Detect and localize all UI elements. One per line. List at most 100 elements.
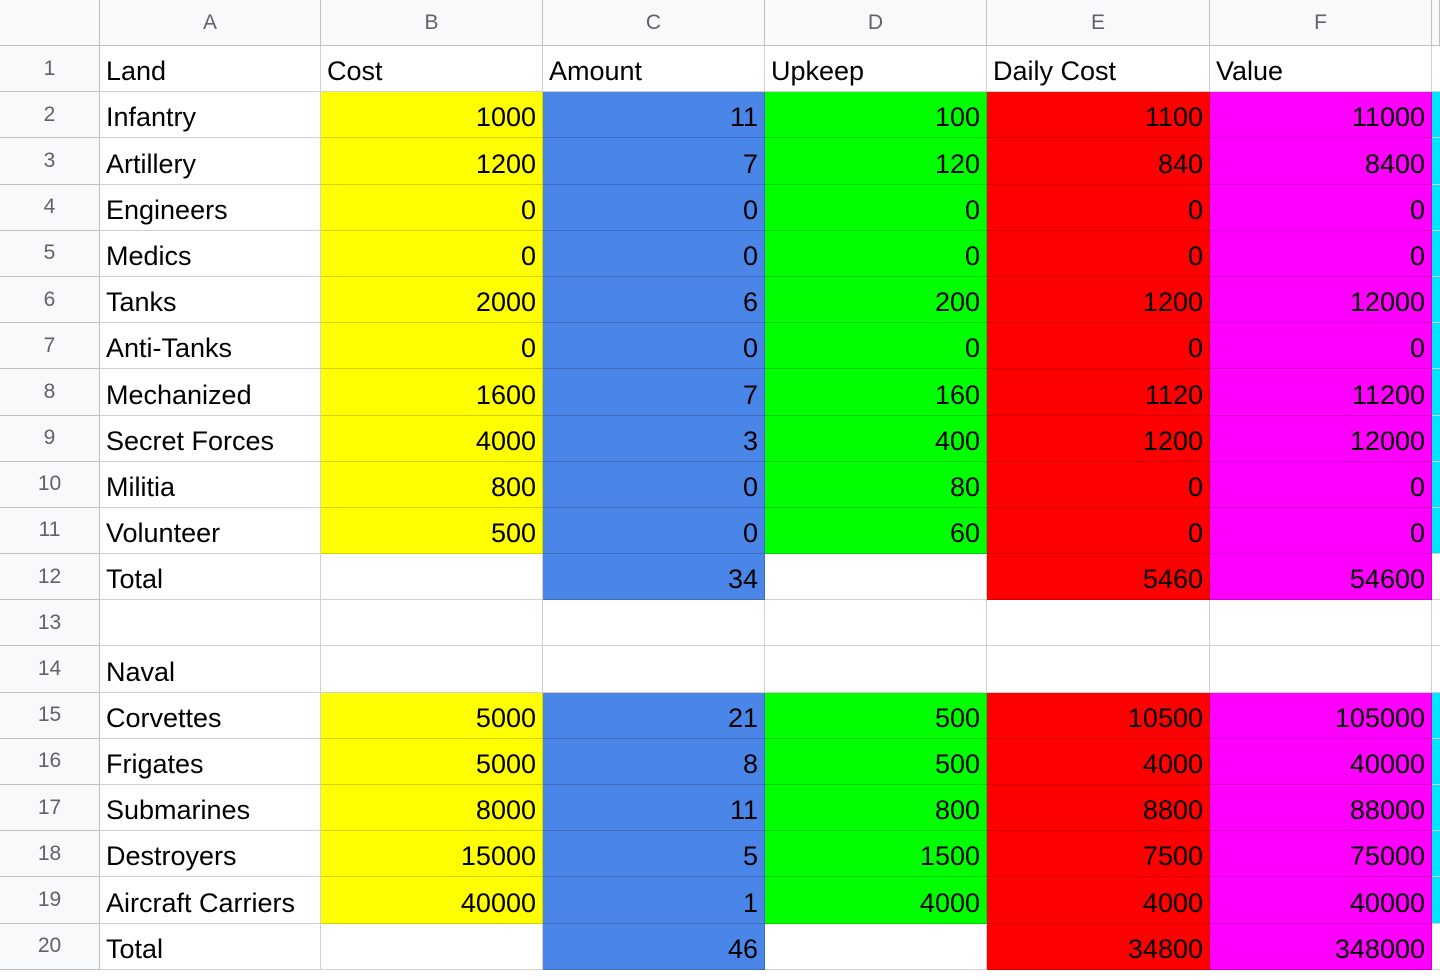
cell-d9[interactable]: 400 [765,415,987,462]
cell-f16[interactable]: 40000 [1210,738,1432,785]
cell-f18[interactable]: 75000 [1210,831,1432,878]
cell-d18[interactable]: 1500 [765,831,987,878]
cell-f12[interactable]: 54600 [1210,554,1432,601]
cell-d13[interactable] [765,600,987,647]
cell-f8[interactable]: 11200 [1210,369,1432,416]
cell-g2[interactable] [1432,92,1440,139]
cell-c6[interactable]: 6 [543,276,765,324]
cell-g12[interactable] [1432,554,1440,601]
cell-g14[interactable] [1432,646,1440,693]
cell-f1[interactable]: Value [1210,46,1432,93]
cell-g17[interactable] [1432,785,1440,832]
cell-e11[interactable]: 0 [987,507,1210,555]
row-header[interactable]: 1 [0,46,100,93]
column-header-d[interactable]: D [765,0,987,46]
cell-e8[interactable]: 1120 [987,369,1210,416]
cell-a11[interactable]: Volunteer [100,507,321,555]
cell-g16[interactable] [1432,738,1440,785]
cell-b16[interactable]: 5000 [321,738,543,785]
cell-c9[interactable]: 3 [543,415,765,462]
cell-a9[interactable]: Secret Forces [100,415,321,462]
cell-f5[interactable]: 0 [1210,230,1432,277]
cell-c18[interactable]: 5 [543,831,765,878]
cell-e10[interactable]: 0 [987,461,1210,508]
cell-b6[interactable]: 2000 [321,276,543,324]
cell-d14[interactable] [765,646,987,693]
cell-d17[interactable]: 800 [765,785,987,832]
cell-g13[interactable] [1432,600,1440,647]
cell-c10[interactable]: 0 [543,461,765,508]
row-header[interactable]: 18 [0,831,100,878]
cell-b14[interactable] [321,646,543,693]
cell-c20[interactable]: 46 [543,923,765,970]
cell-a3[interactable]: Artillery [100,138,321,185]
cell-d3[interactable]: 120 [765,138,987,185]
cell-c7[interactable]: 0 [543,323,765,370]
cell-d16[interactable]: 500 [765,738,987,785]
cell-a10[interactable]: Militia [100,461,321,508]
cell-g9[interactable] [1432,415,1440,462]
column-header-f[interactable]: F [1210,0,1432,46]
row-header[interactable]: 4 [0,184,100,231]
cell-d11[interactable]: 60 [765,507,987,555]
cell-a6[interactable]: Tanks [100,276,321,324]
cell-a20[interactable]: Total [100,923,321,970]
cell-c11[interactable]: 0 [543,507,765,555]
cell-d15[interactable]: 500 [765,692,987,739]
cell-f4[interactable]: 0 [1210,184,1432,231]
column-header-e[interactable]: E [987,0,1210,46]
row-header[interactable]: 8 [0,369,100,416]
cell-e6[interactable]: 1200 [987,276,1210,324]
cell-a5[interactable]: Medics [100,230,321,277]
cell-c2[interactable]: 11 [543,92,765,139]
cell-g8[interactable] [1432,369,1440,416]
cell-d8[interactable]: 160 [765,369,987,416]
cell-b1[interactable]: Cost [321,46,543,93]
cell-b4[interactable]: 0 [321,184,543,231]
cell-g5[interactable] [1432,230,1440,277]
cell-c16[interactable]: 8 [543,738,765,785]
cell-f13[interactable] [1210,600,1432,647]
cell-a14[interactable]: Naval [100,646,321,693]
cell-b8[interactable]: 1600 [321,369,543,416]
cell-d7[interactable]: 0 [765,323,987,370]
cell-b3[interactable]: 1200 [321,138,543,185]
cell-b17[interactable]: 8000 [321,785,543,832]
cell-c1[interactable]: Amount [543,46,765,93]
cell-d5[interactable]: 0 [765,230,987,277]
cell-e7[interactable]: 0 [987,323,1210,370]
cell-f3[interactable]: 8400 [1210,138,1432,185]
cell-g20[interactable] [1432,923,1440,970]
cell-b11[interactable]: 500 [321,507,543,555]
cell-c15[interactable]: 21 [543,692,765,739]
cell-e16[interactable]: 4000 [987,738,1210,785]
cell-b7[interactable]: 0 [321,323,543,370]
cell-d1[interactable]: Upkeep [765,46,987,93]
cell-b12[interactable] [321,554,543,601]
row-header[interactable]: 20 [0,923,100,970]
cell-g10[interactable] [1432,461,1440,508]
cell-c8[interactable]: 7 [543,369,765,416]
cell-d19[interactable]: 4000 [765,877,987,924]
cell-b13[interactable] [321,600,543,647]
cell-b19[interactable]: 40000 [321,877,543,924]
cell-e13[interactable] [987,600,1210,647]
cell-f6[interactable]: 12000 [1210,276,1432,324]
cell-a13[interactable] [100,600,321,647]
row-header[interactable]: 12 [0,554,100,601]
cell-d2[interactable]: 100 [765,92,987,139]
cell-f20[interactable]: 348000 [1210,923,1432,970]
cell-c4[interactable]: 0 [543,184,765,231]
cell-b5[interactable]: 0 [321,230,543,277]
column-header-a[interactable]: A [100,0,321,46]
cell-e18[interactable]: 7500 [987,831,1210,878]
cell-d4[interactable]: 0 [765,184,987,231]
cell-d6[interactable]: 200 [765,276,987,324]
cell-f15[interactable]: 105000 [1210,692,1432,739]
column-header-g[interactable] [1432,0,1440,46]
cell-a16[interactable]: Frigates [100,738,321,785]
cell-e15[interactable]: 10500 [987,692,1210,739]
cell-b20[interactable] [321,923,543,970]
cell-a17[interactable]: Submarines [100,785,321,832]
cell-g11[interactable] [1432,507,1440,555]
